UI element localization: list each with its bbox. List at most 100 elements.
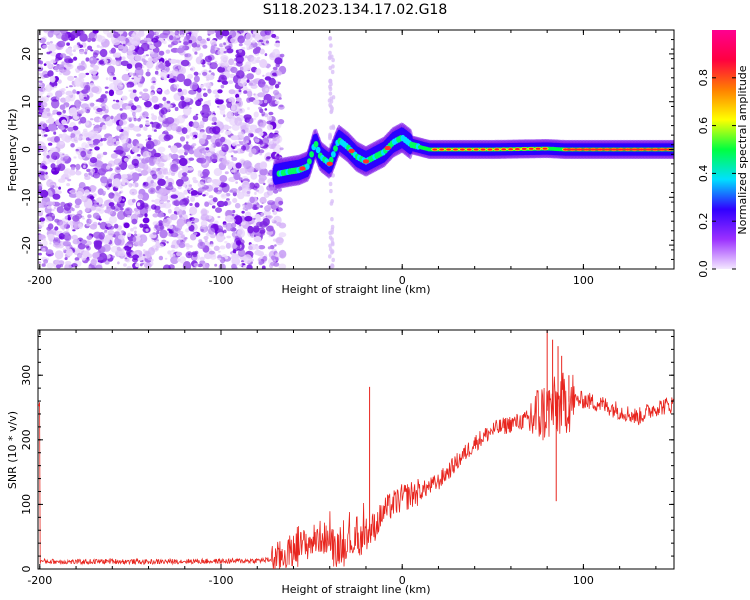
noise-speckle	[46, 201, 54, 207]
noise-speckle	[329, 43, 333, 48]
ridge-hotspot	[348, 148, 355, 154]
noise-speckle	[104, 237, 110, 244]
noise-speckle	[71, 166, 75, 171]
noise-speckle	[85, 57, 90, 62]
noise-speckle	[238, 49, 242, 53]
noise-speckle	[225, 242, 231, 249]
noise-speckle	[247, 107, 250, 110]
noise-speckle	[268, 235, 272, 238]
noise-speckle	[275, 42, 281, 48]
noise-speckle	[244, 202, 253, 210]
noise-speckle	[162, 218, 170, 227]
noise-speckle	[79, 95, 85, 99]
ridge-peak	[446, 148, 451, 151]
noise-speckle	[105, 91, 109, 94]
noise-speckle	[127, 232, 132, 238]
noise-speckle	[140, 169, 149, 176]
noise-speckle	[218, 250, 221, 253]
noise-speckle	[195, 44, 201, 48]
noise-speckle	[52, 242, 62, 248]
noise-speckle	[61, 61, 65, 66]
noise-speckle	[236, 148, 244, 154]
y-tick-label: 200	[20, 429, 33, 450]
noise-speckle	[331, 242, 335, 247]
noise-speckle	[164, 58, 167, 61]
noise-speckle	[47, 30, 54, 38]
ridge-core	[328, 156, 334, 164]
noise-speckle	[115, 140, 120, 145]
noise-speckle	[166, 241, 169, 244]
snr-panel: -200 -100 0 100 0 100 200 300 Height of straigh…	[6, 329, 675, 596]
noise-speckle	[248, 44, 254, 50]
noise-speckle	[90, 49, 94, 52]
noise-speckle	[90, 168, 96, 174]
noise-speckle	[330, 237, 334, 242]
noise-speckle	[231, 142, 237, 147]
noise-speckle	[119, 207, 124, 211]
noise-speckle	[265, 196, 268, 198]
noise-speckle	[156, 193, 162, 198]
noise-speckle	[70, 143, 75, 148]
noise-speckle	[218, 104, 226, 111]
noise-speckle	[217, 66, 226, 73]
noise-speckle	[74, 224, 79, 230]
noise-speckle	[179, 157, 188, 167]
noise-speckle	[98, 118, 105, 123]
noise-speckle	[232, 209, 236, 214]
noise-speckle	[165, 49, 171, 54]
noise-speckle	[147, 137, 152, 141]
noise-speckle	[272, 66, 278, 71]
noise-speckle	[145, 116, 149, 119]
noise-speckle	[123, 263, 127, 267]
noise-speckle	[117, 100, 124, 106]
noise-speckle	[220, 84, 225, 89]
noise-speckle	[205, 147, 210, 151]
noise-speckle	[235, 97, 242, 102]
noise-speckle	[178, 230, 184, 236]
noise-speckle	[266, 225, 274, 232]
y-tick-label: -10	[20, 188, 33, 206]
noise-speckle	[172, 102, 175, 105]
noise-speckle	[57, 90, 65, 95]
noise-speckle	[225, 116, 232, 122]
noise-speckle	[58, 186, 61, 190]
noise-speckle	[142, 126, 148, 131]
noise-speckle	[220, 193, 227, 199]
noise-speckle	[57, 40, 66, 48]
noise-speckle	[77, 242, 86, 250]
noise-speckle	[226, 71, 230, 75]
noise-speckle	[153, 232, 156, 236]
noise-speckle	[59, 71, 62, 76]
noise-speckle	[81, 239, 87, 245]
noise-speckle	[193, 71, 199, 76]
noise-speckle	[112, 138, 117, 143]
noise-speckle	[200, 220, 208, 228]
noise-speckle	[139, 124, 144, 128]
noise-speckle	[224, 241, 228, 244]
noise-speckle	[235, 162, 242, 169]
noise-speckle	[331, 125, 336, 130]
noise-speckle	[245, 140, 249, 144]
noise-speckle	[151, 76, 156, 82]
noise-speckle	[238, 131, 245, 139]
noise-speckle	[259, 122, 264, 127]
noise-speckle	[223, 42, 227, 46]
noise-speckle	[60, 156, 68, 162]
noise-speckle	[56, 167, 61, 172]
noise-speckle	[225, 222, 233, 232]
noise-speckle	[86, 256, 90, 260]
noise-speckle	[152, 57, 158, 63]
noise-speckle	[126, 83, 131, 88]
noise-speckle	[181, 210, 186, 216]
noise-speckle	[47, 124, 57, 131]
noise-speckle	[127, 123, 136, 131]
noise-speckle	[237, 35, 245, 44]
noise-speckle	[119, 248, 123, 252]
ridge-hotspot	[362, 159, 370, 164]
noise-speckle	[71, 207, 75, 212]
noise-speckle	[220, 55, 229, 61]
noise-speckle	[151, 199, 155, 203]
noise-speckle	[67, 75, 75, 81]
noise-speckle	[54, 136, 60, 143]
noise-speckle	[227, 80, 234, 85]
